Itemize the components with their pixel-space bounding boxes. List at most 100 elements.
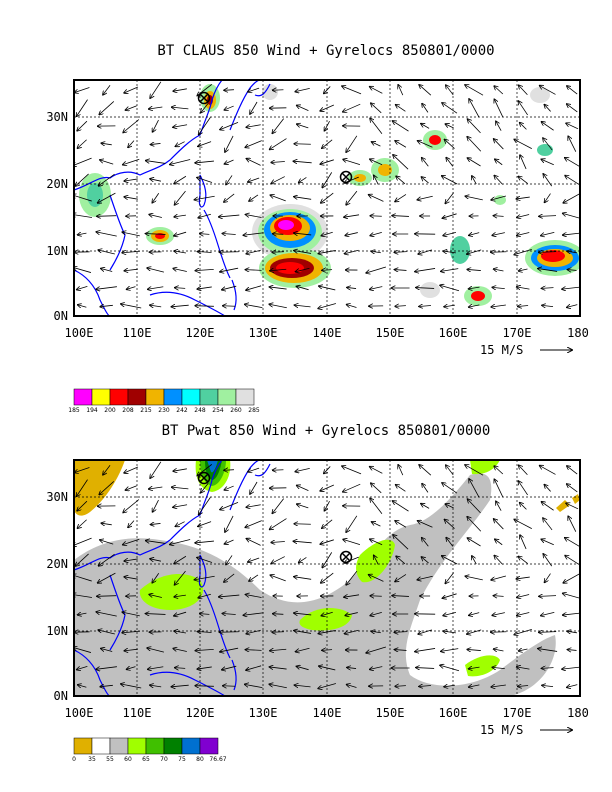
wind-vector <box>147 648 164 653</box>
panel-1-x-tick: 160E <box>439 326 468 340</box>
wind-vector <box>123 119 140 133</box>
wind-vector <box>445 124 454 129</box>
wind-vector <box>273 614 284 615</box>
wind-vector <box>517 612 530 616</box>
wind-vector <box>98 572 116 583</box>
wind-vector <box>271 556 285 564</box>
wind-vector <box>174 611 187 616</box>
wind-vector <box>469 99 480 118</box>
wind-vector <box>370 612 382 615</box>
wind-vector <box>491 252 507 253</box>
wind-vector <box>199 117 211 134</box>
wind-vector <box>393 121 409 132</box>
wind-vector <box>98 250 115 255</box>
wind-vector <box>417 575 433 580</box>
wind-vector <box>371 631 381 633</box>
panel-1: BT CLAUS 850 Wind + Gyrelocs 850801/0000 <box>46 43 589 414</box>
wind-vector <box>175 190 186 205</box>
panel-1-x-tick: 110E <box>123 326 152 340</box>
wind-vector <box>563 593 580 599</box>
wind-vector <box>245 304 263 309</box>
wind-vector <box>418 141 433 148</box>
wind-vector <box>200 234 210 235</box>
wind-vector <box>170 159 191 164</box>
wind-vector <box>543 518 553 531</box>
wind-vector <box>370 118 383 134</box>
colorbar-swatch <box>163 388 183 406</box>
wind-vector <box>543 138 553 151</box>
wind-vector <box>101 143 112 145</box>
colorbar-swatch <box>217 388 237 406</box>
wind-vector <box>245 214 262 218</box>
wind-vector <box>517 287 530 289</box>
wind-vector <box>151 523 161 524</box>
wind-vector <box>393 535 409 550</box>
wind-vector <box>567 104 578 113</box>
panel-2-y-tick: 20N <box>46 557 68 571</box>
wind-vector <box>98 630 115 635</box>
wind-vector <box>124 649 138 651</box>
wind-vector <box>100 305 113 306</box>
wind-vector <box>249 574 259 581</box>
wind-vector <box>393 155 409 170</box>
wind-vector <box>294 631 312 634</box>
colorbar-swatch <box>73 737 93 755</box>
wind-vector <box>122 232 140 237</box>
wind-vector <box>103 84 111 95</box>
wind-vector <box>270 575 286 582</box>
wind-vector <box>374 555 379 565</box>
wind-vector <box>492 233 505 236</box>
wind-vector <box>519 649 528 651</box>
wind-vector <box>469 479 480 498</box>
wind-vector <box>294 144 311 145</box>
panel-1-title: BT CLAUS 850 Wind + Gyrelocs 850801/0000 <box>157 43 494 59</box>
wind-vector <box>394 252 407 253</box>
wind-vector <box>124 269 138 271</box>
wind-vector <box>97 596 117 597</box>
colorbar-label: 242 <box>176 407 188 414</box>
wind-vector <box>568 136 577 152</box>
wind-vector <box>441 648 459 652</box>
colorbar-label: 35 <box>88 756 96 763</box>
wind-vector <box>563 213 580 219</box>
wind-vector <box>246 285 262 290</box>
wind-vector <box>539 632 557 633</box>
wind-vector <box>416 668 435 669</box>
wind-vector <box>347 667 357 668</box>
colorbar-swatch <box>127 388 147 406</box>
wind-vector <box>491 685 506 687</box>
wind-vector <box>393 501 409 512</box>
wind-vector <box>98 192 116 203</box>
wind-vector <box>76 99 88 117</box>
wind-vector <box>245 594 262 598</box>
wind-vector <box>566 503 579 510</box>
wind-vector <box>346 570 358 585</box>
panel-2-y-tick: 10N <box>46 624 68 638</box>
panel-1-frame <box>73 79 581 317</box>
wind-vector <box>99 481 115 494</box>
colorbar-label: 60 <box>124 756 132 763</box>
wind-vector <box>346 190 358 205</box>
wind-vector <box>122 612 140 617</box>
wind-vector <box>175 668 186 669</box>
wind-vector <box>544 573 551 583</box>
wind-vector <box>295 468 310 471</box>
wind-vector <box>541 122 554 131</box>
wind-vector <box>250 481 258 494</box>
wind-vector <box>199 497 211 514</box>
wind-vector <box>541 539 554 546</box>
wind-vector <box>245 650 262 651</box>
wind-vector <box>542 685 554 686</box>
panel-2-y-tick: 30N <box>46 490 68 504</box>
wind-vector <box>248 87 260 92</box>
wind-vector <box>465 196 483 201</box>
wind-vector <box>442 483 458 494</box>
wind-vector <box>219 595 240 597</box>
wind-vector <box>97 216 117 217</box>
wind-vector <box>542 668 554 669</box>
wind-vector <box>96 612 117 617</box>
wind-vector <box>149 594 162 598</box>
wind-vector <box>151 143 161 144</box>
colorbar-swatch <box>145 388 165 406</box>
wind-vector <box>398 85 404 96</box>
